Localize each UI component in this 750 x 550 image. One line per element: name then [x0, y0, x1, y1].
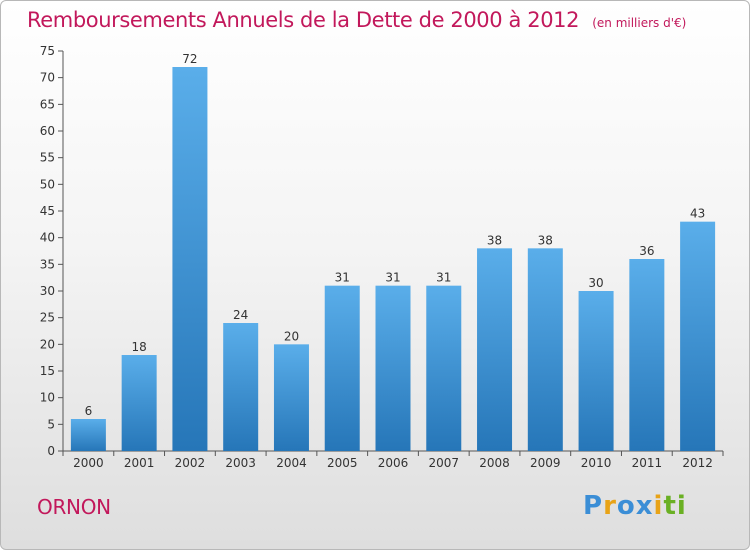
commune-name: ORNON — [37, 495, 111, 519]
chart-bars: 6 18 72 24 20 31 31 31 38 38 30 36 43 — [70, 52, 716, 451]
y-tick-label: 50 — [40, 177, 55, 191]
bar-2011 — [629, 259, 665, 451]
bar-2012 — [680, 221, 716, 451]
y-tick-label: 20 — [40, 337, 55, 351]
y-tick-label: 65 — [40, 97, 55, 111]
chart-title: Remboursements Annuels de la Dette de 20… — [27, 8, 580, 32]
bar-2006 — [375, 285, 411, 451]
x-tick-label-2012: 2012 — [682, 456, 713, 470]
proxiti-logo: Proxiti — [583, 491, 687, 521]
data-label-2000: 6 — [85, 404, 93, 418]
x-tick-label-2008: 2008 — [479, 456, 510, 470]
y-tick-label: 35 — [40, 257, 55, 271]
x-tick-label-2007: 2007 — [428, 456, 459, 470]
logo-letter: i — [653, 491, 664, 521]
y-tick-label: 55 — [40, 151, 55, 165]
chart-axes: 0 5 10 15 20 25 30 35 40 45 50 55 60 65 70 75 2000 2001 20… — [40, 44, 724, 470]
logo-letter: t — [663, 491, 677, 521]
y-tick-label: 40 — [40, 231, 55, 245]
data-label-2004: 20 — [284, 329, 299, 343]
logo-letter: i — [676, 491, 687, 521]
y-tick-label: 45 — [40, 204, 55, 218]
logo-letter: P — [583, 491, 604, 521]
logo-letter: o — [616, 491, 636, 521]
bar-2007 — [426, 285, 462, 451]
x-tick-label-2002: 2002 — [175, 456, 206, 470]
logo-letter: x — [635, 491, 654, 521]
x-tick-label-2000: 2000 — [73, 456, 104, 470]
data-label-2006: 31 — [385, 271, 400, 285]
data-label-2001: 18 — [132, 340, 147, 354]
x-tick-label-2004: 2004 — [276, 456, 307, 470]
bar-2009 — [527, 248, 563, 451]
bar-2000 — [70, 419, 106, 451]
data-label-2005: 31 — [335, 271, 350, 285]
data-label-2002: 72 — [182, 52, 197, 66]
bar-2004 — [273, 344, 309, 451]
data-label-2012: 43 — [690, 207, 705, 221]
bar-2002 — [172, 67, 208, 451]
bar-2010 — [578, 291, 614, 451]
data-label-2008: 38 — [487, 233, 502, 247]
chart-subtitle: (en milliers d'€) — [592, 16, 687, 30]
data-label-2010: 30 — [588, 276, 603, 290]
y-tick-label: 0 — [47, 444, 55, 458]
x-tick-label-2003: 2003 — [225, 456, 256, 470]
x-tick-label-2006: 2006 — [378, 456, 409, 470]
y-tick-label: 30 — [40, 284, 55, 298]
data-label-2007: 31 — [436, 271, 451, 285]
bar-2008 — [477, 248, 513, 451]
x-tick-label-2001: 2001 — [124, 456, 155, 470]
y-tick-label: 25 — [40, 311, 55, 325]
data-label-2009: 38 — [538, 233, 553, 247]
y-tick-label: 10 — [40, 391, 55, 405]
y-tick-label: 15 — [40, 364, 55, 378]
y-tick-label: 75 — [40, 44, 55, 58]
logo-letter: r — [603, 491, 617, 521]
x-tick-label-2010: 2010 — [581, 456, 612, 470]
y-tick-label: 70 — [40, 71, 55, 85]
bar-2001 — [121, 355, 157, 451]
x-tick-label-2011: 2011 — [632, 456, 663, 470]
y-tick-label: 60 — [40, 124, 55, 138]
y-tick-label: 5 — [47, 417, 55, 431]
bar-2003 — [223, 323, 259, 451]
x-tick-label-2005: 2005 — [327, 456, 358, 470]
data-label-2003: 24 — [233, 308, 248, 322]
title-line: Remboursements Annuels de la Dette de 20… — [27, 8, 686, 32]
data-label-2011: 36 — [639, 244, 654, 258]
bar-2005 — [324, 285, 360, 451]
x-tick-label-2009: 2009 — [530, 456, 561, 470]
